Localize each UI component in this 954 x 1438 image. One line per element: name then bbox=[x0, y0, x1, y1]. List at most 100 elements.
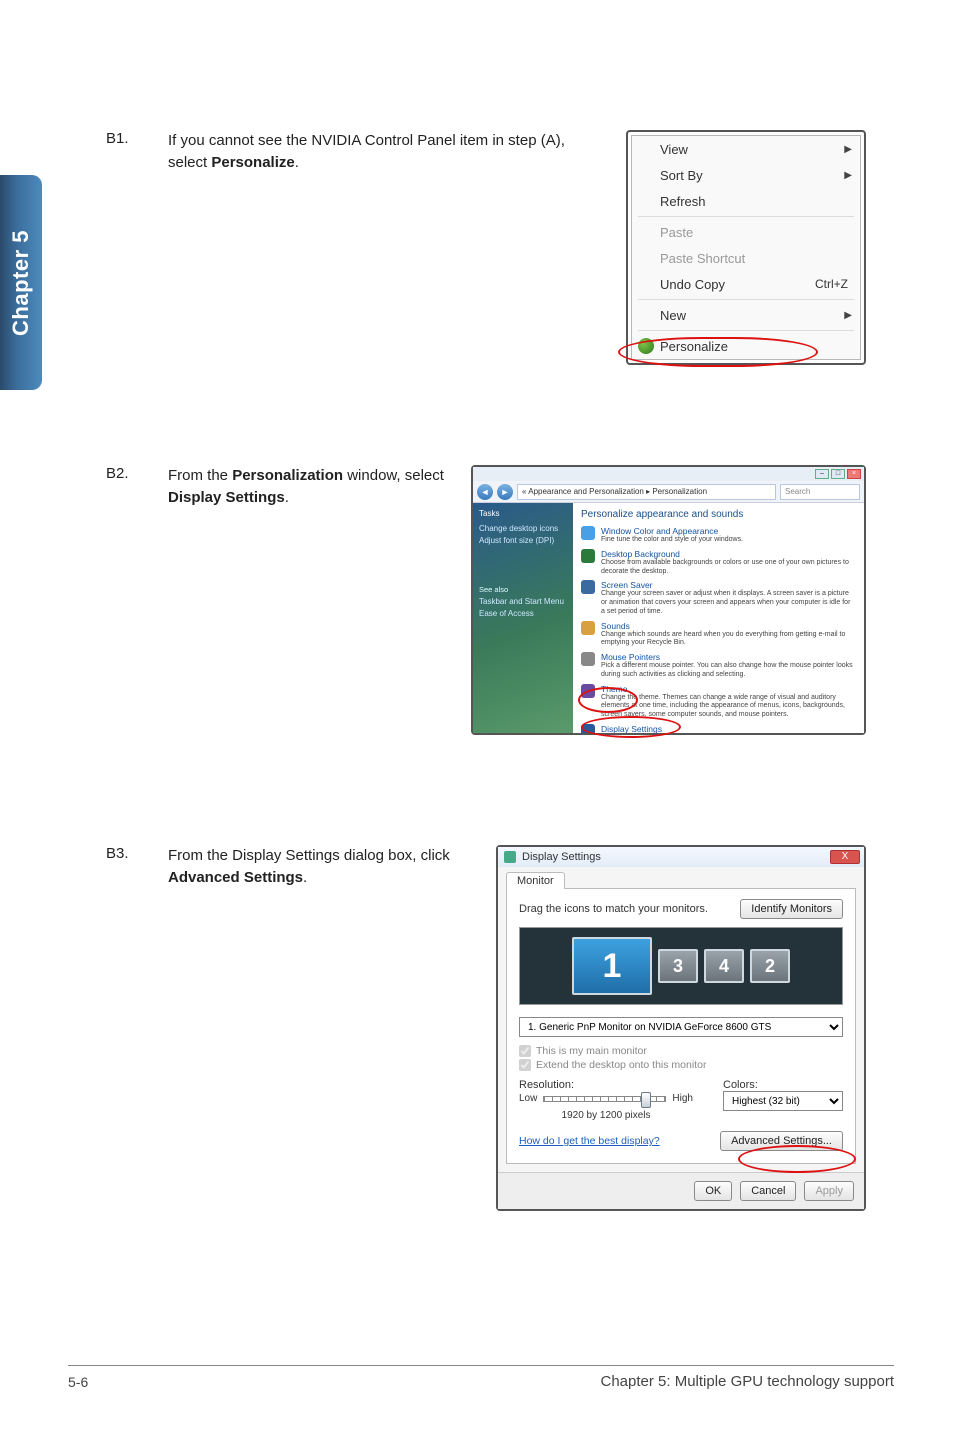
item-desc: Fine tune the color and style of your wi… bbox=[601, 536, 743, 545]
forward-button[interactable]: ► bbox=[497, 484, 513, 500]
ctx-refresh[interactable]: Refresh bbox=[632, 188, 860, 214]
breadcrumb-text: « Appearance and Personalization ▸ Perso… bbox=[522, 487, 707, 496]
step-b2-body: From the Personalization window, select … bbox=[168, 465, 451, 509]
personalization-item[interactable]: Screen SaverChange your screen saver or … bbox=[581, 580, 856, 616]
sidebar-link-ease[interactable]: Ease of Access bbox=[479, 609, 567, 618]
submenu-arrow-icon: ▶ bbox=[844, 170, 852, 181]
separator bbox=[638, 330, 854, 331]
ctx-new[interactable]: New▶ bbox=[632, 302, 860, 328]
item-desc: Pick a different mouse pointer. You can … bbox=[601, 662, 856, 680]
drag-instruction: Drag the icons to match your monitors. bbox=[519, 903, 708, 915]
step-b2: B2. From the Personalization window, sel… bbox=[106, 465, 866, 735]
slider-low: Low bbox=[519, 1093, 537, 1104]
step-b2-mid: window, select bbox=[343, 467, 444, 484]
cancel-button[interactable]: Cancel bbox=[740, 1181, 796, 1201]
monitor-3[interactable]: 3 bbox=[658, 949, 698, 983]
step-b2-label: B2. bbox=[106, 465, 148, 482]
sidebar-link-font-size[interactable]: Adjust font size (DPI) bbox=[479, 536, 567, 545]
personalization-item[interactable]: Mouse PointersPick a different mouse poi… bbox=[581, 652, 856, 680]
step-b1: B1. If you cannot see the NVIDIA Control… bbox=[106, 130, 866, 365]
sidebar-link-desktop-icons[interactable]: Change desktop icons bbox=[479, 524, 567, 533]
ctx-undo-label: Undo Copy bbox=[660, 277, 725, 292]
personalization-item[interactable]: Desktop BackgroundChoose from available … bbox=[581, 549, 856, 577]
step-b2-t2: . bbox=[285, 489, 289, 506]
content-area: B1. If you cannot see the NVIDIA Control… bbox=[106, 130, 866, 1211]
close-button[interactable]: × bbox=[847, 469, 861, 479]
close-button[interactable]: X bbox=[830, 850, 860, 864]
ctx-sort-by[interactable]: Sort By▶ bbox=[632, 162, 860, 188]
resolution-label: Resolution: bbox=[519, 1079, 693, 1091]
item-desc: Change your screen saver or adjust when … bbox=[601, 590, 856, 616]
footer-title: Chapter 5: Multiple GPU technology suppo… bbox=[601, 1373, 895, 1390]
separator bbox=[638, 299, 854, 300]
step-b3-body: From the Display Settings dialog box, cl… bbox=[168, 845, 476, 889]
step-b3-t1: From the Display Settings dialog box, cl… bbox=[168, 847, 450, 864]
step-b2-t1: From the bbox=[168, 467, 232, 484]
separator bbox=[638, 216, 854, 217]
colors-label: Colors: bbox=[723, 1079, 843, 1091]
fig-context-menu: View ▶ Sort By▶ Refresh Paste Paste Short… bbox=[626, 130, 866, 365]
tasks-sidebar: Tasks Change desktop icons Adjust font s… bbox=[473, 503, 573, 733]
item-desc: Change which sounds are heard when you d… bbox=[601, 631, 856, 649]
item-title: Display Settings bbox=[601, 724, 856, 733]
step-b1-label: B1. bbox=[106, 130, 148, 147]
ctx-undo-copy[interactable]: Undo CopyCtrl+Z bbox=[632, 271, 860, 297]
monitor-arrangement[interactable]: 1 3 4 2 bbox=[519, 927, 843, 1005]
ctx-paste-shortcut: Paste Shortcut bbox=[632, 245, 860, 271]
see-also-header: See also bbox=[479, 585, 567, 594]
ctx-paste-label: Paste bbox=[660, 225, 693, 240]
submenu-arrow-icon: ▶ bbox=[844, 310, 852, 321]
monitor-1[interactable]: 1 bbox=[572, 937, 652, 995]
item-icon bbox=[581, 652, 595, 666]
ctx-view[interactable]: View ▶ bbox=[632, 136, 860, 162]
item-title: Theme bbox=[601, 684, 856, 694]
chk-main-label: This is my main monitor bbox=[536, 1045, 647, 1057]
tab-monitor[interactable]: Monitor bbox=[506, 872, 565, 889]
step-b3-t2: . bbox=[303, 869, 307, 886]
step-b1-bold: Personalize bbox=[211, 154, 294, 171]
chk-extend-label: Extend the desktop onto this monitor bbox=[536, 1059, 706, 1071]
search-placeholder: Search bbox=[785, 487, 810, 496]
personalization-item[interactable]: ThemeChange the theme. Themes can change… bbox=[581, 684, 856, 720]
ctx-personalize[interactable]: Personalize bbox=[632, 333, 860, 359]
tasks-header: Tasks bbox=[479, 509, 567, 518]
tab-pane: Drag the icons to match your monitors. I… bbox=[506, 888, 856, 1164]
resolution-slider[interactable]: Low High bbox=[519, 1093, 693, 1104]
colors-select[interactable]: Highest (32 bit) bbox=[723, 1091, 843, 1111]
chapter-tab-label: Chapter 5 bbox=[8, 230, 34, 336]
display-settings-dialog: Display Settings X Monitor Drag the icon… bbox=[496, 845, 866, 1211]
help-link[interactable]: How do I get the best display? bbox=[519, 1135, 660, 1147]
search-input[interactable]: Search bbox=[780, 484, 860, 500]
monitor-select[interactable]: 1. Generic PnP Monitor on NVIDIA GeForce… bbox=[519, 1017, 843, 1037]
identify-monitors-button[interactable]: Identify Monitors bbox=[740, 899, 843, 919]
chapter-tab: Chapter 5 bbox=[0, 175, 42, 390]
sidebar-link-taskbar[interactable]: Taskbar and Start Menu bbox=[479, 597, 567, 606]
item-title: Sounds bbox=[601, 621, 856, 631]
main-header: Personalize appearance and sounds bbox=[581, 509, 856, 520]
step-b1-text2: . bbox=[295, 154, 299, 171]
item-title: Mouse Pointers bbox=[601, 652, 856, 662]
fig-personalization-window: – □ × ◄ ► « Appearance and Personalizati… bbox=[471, 465, 866, 735]
ctx-refresh-label: Refresh bbox=[660, 194, 706, 209]
minimize-button[interactable]: – bbox=[815, 469, 829, 479]
breadcrumb[interactable]: « Appearance and Personalization ▸ Perso… bbox=[517, 484, 776, 500]
page-number: 5-6 bbox=[68, 1374, 88, 1390]
ctx-view-label: View bbox=[660, 142, 688, 157]
fig-display-settings: Display Settings X Monitor Drag the icon… bbox=[496, 845, 866, 1211]
slider-track[interactable] bbox=[543, 1096, 666, 1102]
personalization-window: – □ × ◄ ► « Appearance and Personalizati… bbox=[471, 465, 866, 735]
slider-thumb[interactable] bbox=[641, 1092, 651, 1108]
personalization-item[interactable]: Window Color and AppearanceFine tune the… bbox=[581, 526, 856, 545]
item-title: Desktop Background bbox=[601, 549, 856, 559]
submenu-arrow-icon: ▶ bbox=[844, 144, 852, 155]
slider-high: High bbox=[672, 1093, 693, 1104]
personalization-item[interactable]: SoundsChange which sounds are heard when… bbox=[581, 621, 856, 649]
monitor-2[interactable]: 2 bbox=[750, 949, 790, 983]
display-icon bbox=[504, 851, 516, 863]
ok-button[interactable]: OK bbox=[694, 1181, 732, 1201]
advanced-settings-button[interactable]: Advanced Settings... bbox=[720, 1131, 843, 1151]
maximize-button[interactable]: □ bbox=[831, 469, 845, 479]
personalization-item[interactable]: Display SettingsAdjust your monitor reso… bbox=[581, 724, 856, 733]
back-button[interactable]: ◄ bbox=[477, 484, 493, 500]
monitor-4[interactable]: 4 bbox=[704, 949, 744, 983]
